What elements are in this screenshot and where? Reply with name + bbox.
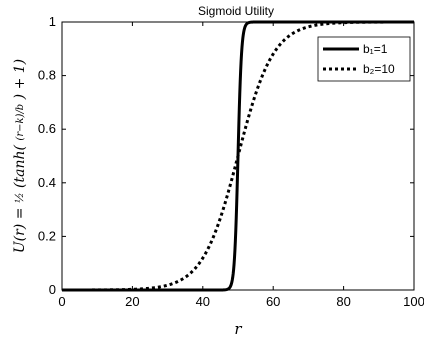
x-axis-label: r: [234, 320, 242, 338]
y-tick-label: 0.2: [38, 228, 56, 243]
y-tick-label: 0: [49, 282, 56, 297]
chart-title: Sigmoid Utility: [198, 4, 274, 18]
x-tick-label: 60: [266, 294, 280, 309]
series-line-b2: [62, 20, 414, 292]
y-tick-label: 1: [49, 14, 56, 29]
y-axis-label: U(r) = ½ (tanh( (r−k)/b ) + 1): [11, 59, 28, 253]
series-layer: [62, 20, 414, 292]
x-tick-label: 40: [196, 294, 210, 309]
legend-box: [317, 36, 411, 82]
y-axis-ticks: 0 0.2 0.4 0.6 0.8 1: [38, 14, 414, 297]
svg-text:U(r) = ½ (tanh(: U(r) = ½ (tanh( (r−k)/b ) + 1): [11, 59, 28, 253]
legend: b₁=1 b₂=10: [317, 36, 411, 82]
x-tick-label: 80: [336, 294, 350, 309]
x-tick-label: 20: [125, 294, 139, 309]
y-tick-label: 0.6: [38, 121, 56, 136]
x-axis-ticks: 0 20 40 60 80 100: [58, 22, 424, 309]
legend-label-series-1: b₁=1: [363, 42, 388, 56]
x-tick-label: 100: [403, 294, 424, 309]
y-tick-label: 0.8: [38, 68, 56, 83]
y-tick-label: 0.4: [38, 175, 56, 190]
x-tick-label: 0: [58, 294, 65, 309]
legend-label-series-2: b₂=10: [363, 62, 395, 76]
